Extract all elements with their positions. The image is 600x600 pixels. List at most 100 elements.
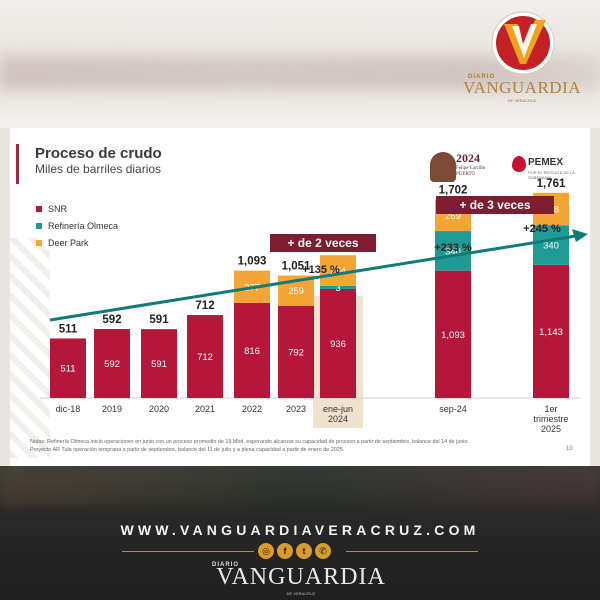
social-icons: ◎ f t ✆ [258, 543, 331, 559]
note-line-1: Notas: Refinería Olmeca inició operacion… [30, 439, 470, 445]
gob-logo-name: Felipe Carrillo PUERTO [456, 166, 486, 177]
bar-total-label: 1,761 [537, 178, 566, 190]
title-accent-bar [16, 144, 19, 184]
divider-right [346, 551, 478, 552]
bar-segment-label: 264 [330, 266, 346, 277]
badge-2x-box [270, 234, 376, 252]
bar-total-label: 511 [59, 323, 78, 335]
bar-segment [234, 302, 270, 398]
twitter-icon[interactable]: t [296, 543, 312, 559]
bar-segment-label: 3 [335, 283, 340, 294]
brand-tagline: DE VERACRUZ [286, 591, 316, 596]
brand-wordmark-bottom: DIARIO VANGUARDIA DE VERACRUZ [206, 558, 396, 596]
bar-segment-label: 511 [60, 364, 75, 375]
note-line-2: Proyecto AR Tula operación temprana a pa… [30, 447, 345, 453]
category-label: 1er [544, 404, 557, 414]
legend-item: Deer Park [36, 234, 118, 251]
legend-item: SNR [36, 200, 118, 217]
bar-segment-label: 1,143 [539, 327, 563, 338]
bar-segment-label: 259 [288, 286, 304, 297]
bar-segment [278, 305, 314, 398]
brand-tagline: DE VERACRUZ [507, 98, 537, 103]
bar-total-label: 1,702 [439, 185, 468, 197]
bar-segment-label: 340 [445, 246, 461, 257]
pemex-tagline: POR EL RESCATE DE LA SOBERANÍA [528, 170, 575, 180]
legend-label: Refinería Olmeca [48, 220, 119, 231]
chart-subtitle: Miles de barriles diarios [35, 162, 162, 176]
brand-wordmark-top: DIARIO VANGUARDIA DE VERACRUZ [462, 72, 582, 103]
bar-segment-label: 592 [104, 359, 120, 370]
legend-swatch [36, 205, 42, 212]
category-label: sep-24 [439, 404, 467, 414]
bar-segment-label: 936 [330, 339, 346, 350]
category-label: 2024 [328, 414, 348, 424]
growth-arrow-head-icon [572, 229, 588, 242]
gob-logo-year: 2024 [456, 151, 480, 165]
bar-total-label: 712 [195, 300, 214, 312]
whatsapp-icon[interactable]: ✆ [315, 543, 331, 559]
chart-notes: Notas: Refinería Olmeca inició operacion… [30, 438, 570, 454]
bar-segment-label: 792 [288, 347, 304, 358]
category-label: ene-jun [323, 404, 353, 414]
bar-segment [141, 329, 177, 398]
chart-legend: SNR Refinería Olmeca Deer Park [36, 200, 118, 251]
category-label: 2020 [149, 404, 169, 414]
legend-label: Deer Park [48, 237, 89, 248]
portrait-icon [430, 152, 456, 182]
gobierno-logo: 2024 Felipe Carrillo PUERTO [430, 150, 498, 184]
bar-segment [533, 264, 569, 398]
chart-title: Proceso de crudo [35, 145, 162, 162]
growth-pct-1: +135 % [302, 264, 340, 276]
facebook-icon[interactable]: f [277, 543, 293, 559]
bar-segment-label: 816 [244, 346, 260, 357]
page-number: 10 [566, 446, 573, 452]
header-band: DIARIO VANGUARDIA DE VERACRUZ [0, 0, 600, 128]
bar-segment [50, 338, 86, 398]
category-label: 2021 [195, 404, 215, 414]
growth-arrow-line [49, 234, 577, 322]
brand-name: VANGUARDIA [216, 564, 386, 590]
bar-total-label: 1,093 [238, 256, 267, 268]
category-label: dic-18 [56, 404, 81, 414]
stacked-bar-chart: 511 511 dic-18 592 592 2019 591 591 2020 712 712 20… [40, 178, 588, 434]
growth-pct-2: +233 % [434, 242, 472, 254]
website-link[interactable]: WWW.VANGUARDIAVERACRUZ.COM [120, 522, 480, 538]
category-label: trimestre [533, 414, 568, 424]
pemex-logo: PEMEX POR EL RESCATE DE LA SOBERANÍA [510, 154, 580, 182]
legend-item: Refinería Olmeca [36, 217, 118, 234]
pemex-name: PEMEX [528, 157, 564, 168]
category-label: 2019 [102, 404, 122, 414]
bar-total-label: 591 [149, 314, 169, 326]
growth-pct-3: +245 % [523, 223, 561, 235]
bar-segment [94, 329, 130, 398]
bar-segment [435, 270, 471, 398]
bar-segment-label: 712 [197, 352, 213, 363]
blurred-background [0, 466, 600, 506]
bar-segment-label: 269 [445, 211, 461, 222]
pemex-drop-icon [512, 156, 526, 172]
bar-segment [533, 225, 569, 265]
brand-prefix: DIARIO [468, 74, 495, 80]
bar-segment-label: 1,093 [441, 330, 465, 341]
bar-total-label: 1,051 [282, 261, 311, 273]
footer: WWW.VANGUARDIAVERACRUZ.COM ◎ f t ✆ DIARIO V… [0, 466, 600, 600]
category-label: 2023 [286, 404, 306, 414]
bar-segment [187, 315, 223, 398]
legend-swatch [36, 239, 42, 246]
chart-card: Proceso de crudo Miles de barriles diari… [10, 128, 590, 466]
badge-3x-box [436, 196, 554, 214]
bar-total-label: 592 [102, 314, 121, 326]
instagram-icon[interactable]: ◎ [258, 543, 274, 559]
divider-left [122, 551, 254, 552]
bar-segment [435, 231, 471, 271]
brand-name: VANGUARDIA [462, 78, 582, 97]
vanguardia-v-logo-icon [491, 11, 555, 75]
brand-prefix: DIARIO [212, 562, 239, 568]
bar-segment-label: 591 [151, 359, 167, 370]
badge-3x: + de 3 veces [459, 198, 530, 212]
bar-segment [320, 285, 356, 289]
legend-label: SNR [48, 203, 68, 214]
badge-2x: + de 2 veces [287, 236, 358, 250]
category-label: 2025 [541, 424, 561, 434]
legend-swatch [36, 222, 42, 229]
